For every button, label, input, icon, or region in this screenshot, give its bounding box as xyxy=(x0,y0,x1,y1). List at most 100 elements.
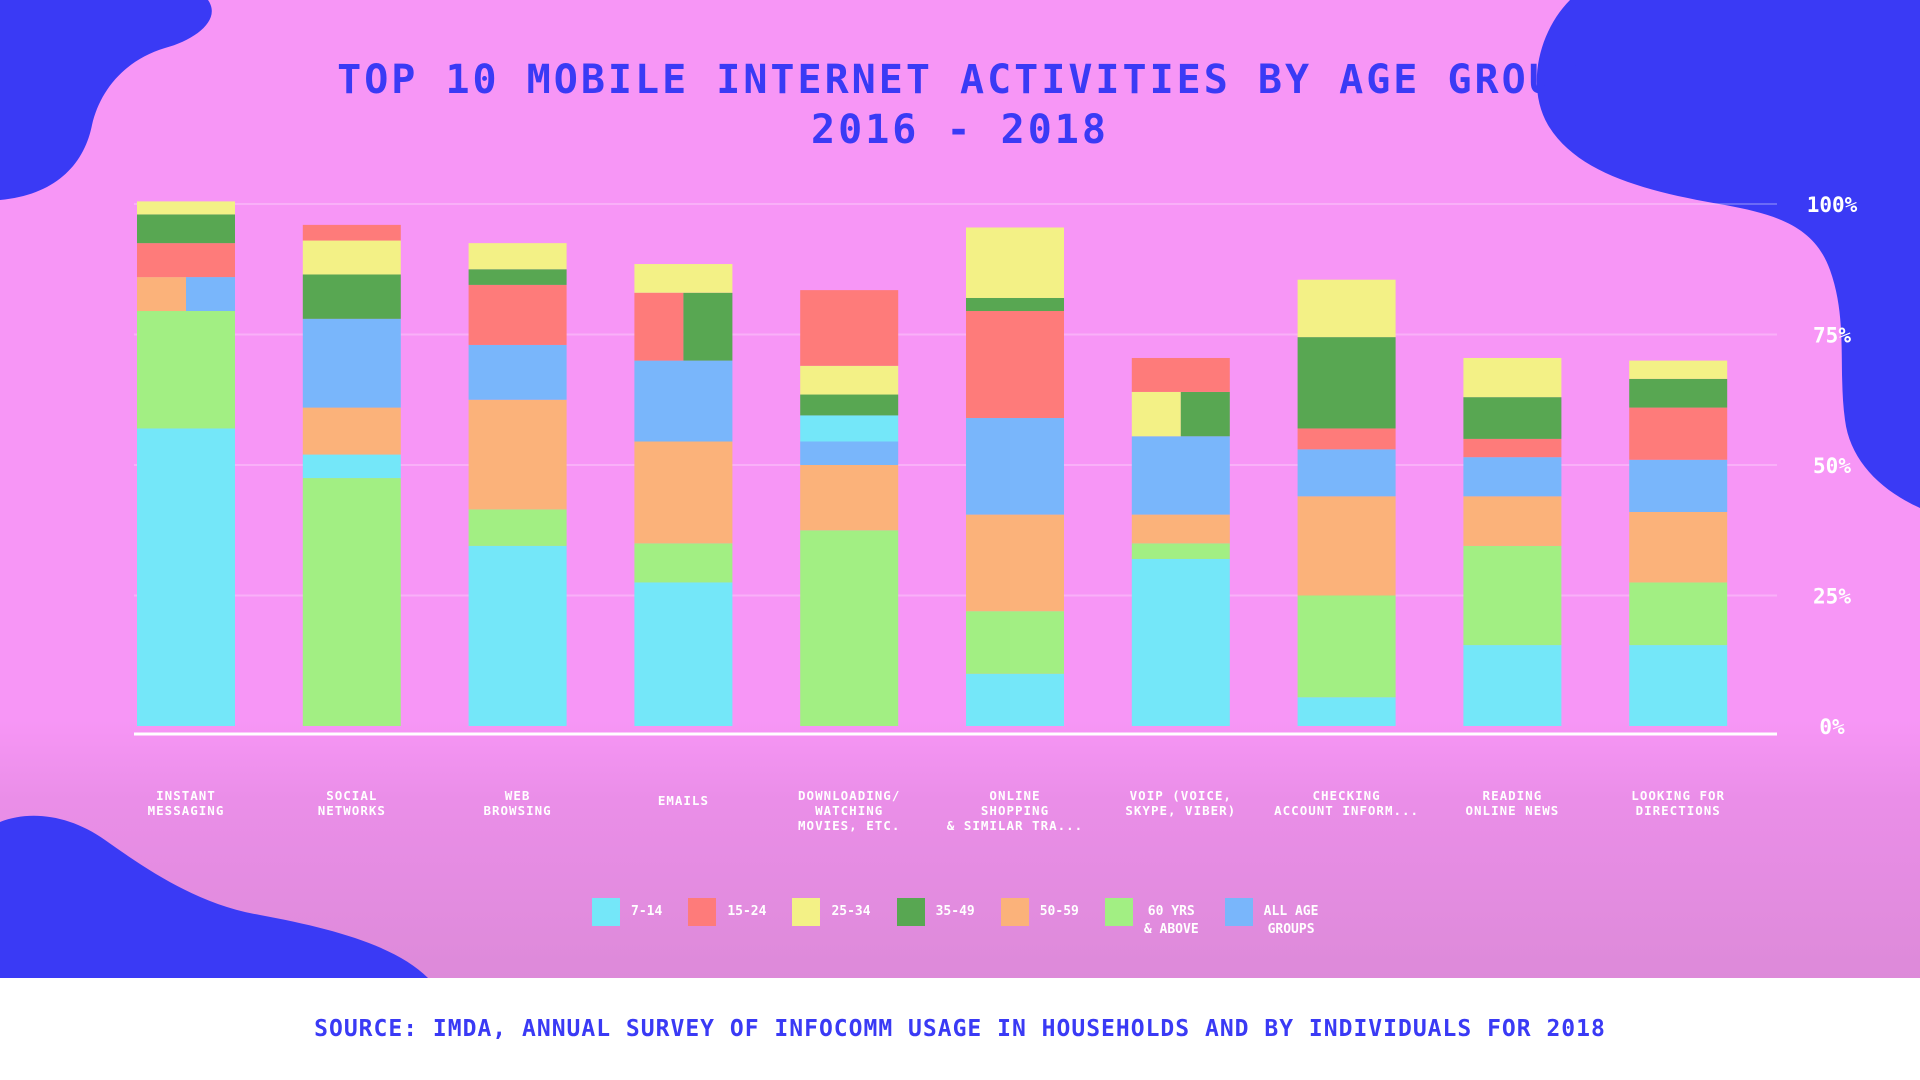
top-left-blob xyxy=(0,0,212,200)
x-category-label-line: ACCOUNT INFORM... xyxy=(1274,803,1419,818)
y-tick-labels: 0% 25% 50% 75% 100% xyxy=(1807,193,1858,739)
bar-stack xyxy=(1463,357,1562,726)
y-tick-label: 75% xyxy=(1813,324,1851,348)
bar-segment xyxy=(137,214,235,244)
y-tick-label: 25% xyxy=(1813,585,1851,609)
x-category-label-line: MOVIES, ETC. xyxy=(798,818,900,833)
bar-segment xyxy=(137,277,186,312)
bar-segment xyxy=(966,418,1064,515)
poster-background: TOP 10 MOBILE INTERNET ACTIVITIES BY AGE… xyxy=(0,0,1920,978)
bar-segment xyxy=(1131,543,1230,559)
bar-segment xyxy=(634,360,733,442)
bar-segment xyxy=(1629,378,1728,408)
bar-segment xyxy=(800,465,899,531)
bar-stack xyxy=(137,201,235,726)
bar-segment xyxy=(468,269,567,285)
bar-segment xyxy=(302,240,401,275)
bar-segment xyxy=(137,201,235,215)
stacked-bar-chart: 0% 25% 50% 75% 100% INSTANT MESSAGING SOCIAL NE… xyxy=(134,193,1858,833)
bar-segment xyxy=(1463,457,1562,497)
legend-swatch xyxy=(1000,898,1029,926)
bar-segment xyxy=(302,274,401,319)
x-category-label-line: NETWORKS xyxy=(318,803,386,818)
bar-segment xyxy=(468,509,567,546)
legend-label: ALL AGE GROUPS xyxy=(1263,904,1319,937)
bar-segment xyxy=(1131,391,1181,437)
bar-segment xyxy=(1131,357,1230,392)
bar-segment xyxy=(1297,697,1396,726)
bar-segment xyxy=(468,284,567,345)
x-category-label-line: MESSAGING xyxy=(148,803,225,818)
x-category-label-line: SOCIAL xyxy=(326,788,377,803)
x-category-label-line: BROWSING xyxy=(483,803,551,818)
bar-segment xyxy=(966,673,1064,726)
x-category-label: READING ONLINE NEWS xyxy=(1466,788,1560,818)
bar-segment xyxy=(1629,360,1728,379)
bar-segment xyxy=(966,514,1064,612)
bar-segment xyxy=(800,530,899,726)
y-tick-label: 0% xyxy=(1819,715,1845,739)
bar-segment xyxy=(468,344,567,400)
x-category-label-line: WEB xyxy=(505,788,531,803)
bar-segment xyxy=(1297,496,1396,596)
bar-segment xyxy=(302,478,401,726)
bar-segment xyxy=(800,394,899,416)
legend-label: 50-59 xyxy=(1039,904,1079,919)
bar-segment xyxy=(1629,459,1728,512)
bar-segment xyxy=(302,407,401,455)
bar-segment xyxy=(800,290,899,366)
bar-segment xyxy=(302,224,401,241)
bar-segment xyxy=(1463,438,1562,458)
bar-segment xyxy=(1629,511,1728,583)
x-category-label: SOCIAL NETWORKS xyxy=(318,788,386,818)
bar-segment xyxy=(1131,514,1230,544)
bar-segment xyxy=(1297,428,1396,450)
legend-swatch xyxy=(592,898,620,926)
legend-swatch xyxy=(792,898,821,926)
bar-segment xyxy=(1131,558,1230,726)
legend-item: 25-34 xyxy=(792,898,871,926)
bar-segment xyxy=(966,611,1064,674)
x-category-label: LOOKING FOR DIRECTIONS xyxy=(1631,788,1725,818)
x-category-label-line: ONLINE NEWS xyxy=(1466,803,1560,818)
bar-stack xyxy=(1297,279,1396,726)
x-category-label: EMAILS xyxy=(658,793,709,808)
bar-segment xyxy=(634,292,684,361)
x-category-label-line: WATCHING xyxy=(815,803,883,818)
bar-segment xyxy=(1463,496,1562,546)
x-category-label-line: & SIMILAR TRA... xyxy=(947,818,1083,833)
legend-item: 15-24 xyxy=(688,898,766,926)
bar-segment xyxy=(634,264,733,293)
bar-segment xyxy=(468,243,567,270)
legend-label: 35-49 xyxy=(935,904,975,919)
legend-label: 25-34 xyxy=(831,904,871,919)
legend: 7-14 15-24 25-34 35-49 50-59 60 YRS & ABOVE AL… xyxy=(592,898,1344,939)
x-category-label: ONLINE SHOPPING & SIMILAR TRA... xyxy=(947,788,1083,833)
bar-segment xyxy=(1297,279,1396,338)
bottom-left-blob xyxy=(0,815,428,978)
x-category-label-line: READING xyxy=(1483,788,1543,803)
legend-item: ALL AGE GROUPS xyxy=(1224,898,1319,939)
bar-segment xyxy=(1463,545,1562,646)
bar-stack xyxy=(800,290,899,726)
chart-title: TOP 10 MOBILE INTERNET ACTIVITIES BY AGE… xyxy=(0,55,1920,155)
x-category-label-line: INSTANT xyxy=(156,788,216,803)
bar-segment xyxy=(683,292,733,361)
bar-stack xyxy=(634,264,733,726)
bar-segment xyxy=(1180,391,1230,437)
bar-segment xyxy=(1297,595,1396,698)
x-category-label-line: DOWNLOADING/ xyxy=(798,788,900,803)
bar-stack xyxy=(468,243,567,726)
bar-stack xyxy=(966,227,1064,726)
x-category-label: INSTANT MESSAGING xyxy=(148,788,225,818)
legend-swatch xyxy=(1224,898,1253,926)
bar-segment xyxy=(468,399,567,510)
bar-segment xyxy=(1629,407,1728,460)
bar-stack xyxy=(302,224,401,726)
bar-segment xyxy=(634,441,733,544)
bar-segment xyxy=(1463,357,1562,398)
bar-segment xyxy=(1131,436,1230,515)
x-category-label-line: SHOPPING xyxy=(981,803,1049,818)
bar-segment xyxy=(1297,337,1396,429)
gridlines xyxy=(134,203,1777,597)
